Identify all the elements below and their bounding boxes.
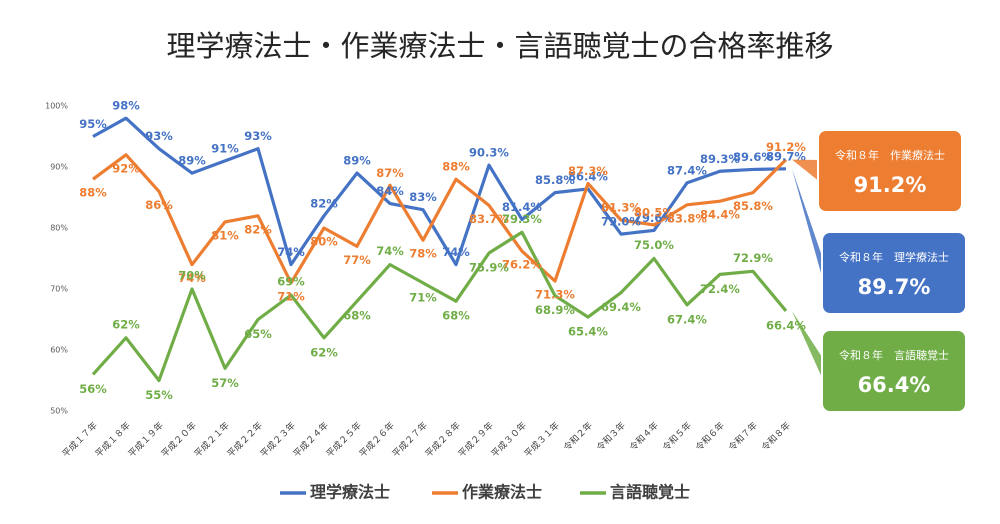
callout-box: [821, 329, 967, 413]
data-label: 68.9%: [535, 303, 575, 317]
data-label: 74%: [178, 271, 206, 285]
legend-item: 作業療法士: [432, 483, 542, 502]
data-label: 80%: [310, 235, 338, 249]
y-tick-label: 60%: [50, 346, 68, 355]
callout-value: 66.4%: [858, 373, 931, 397]
legend-item: 言語聴覚士: [580, 483, 690, 502]
data-label: 56%: [79, 382, 107, 396]
data-label: 81%: [211, 228, 239, 242]
data-label: 65.4%: [568, 325, 608, 339]
data-label: 65%: [244, 327, 272, 341]
data-label: 93%: [244, 129, 272, 143]
data-label: 87.4%: [667, 163, 707, 177]
callout: 令和８年 作業療法士 91.2%: [792, 129, 963, 213]
y-tick-label: 50%: [50, 407, 68, 416]
data-label: 85.8%: [535, 173, 575, 187]
callout-pointer: [792, 159, 820, 182]
y-tick-label: 80%: [50, 224, 68, 233]
data-label: 93%: [145, 129, 173, 143]
data-label: 81.3%: [601, 201, 641, 215]
y-tick-label: 70%: [50, 285, 68, 294]
series-line: [92, 116, 787, 267]
data-label: 85.8%: [733, 199, 773, 213]
data-label: 79.0%: [601, 215, 641, 229]
data-label: 69%: [277, 275, 305, 289]
data-label: 62%: [310, 345, 338, 359]
series-line: [91, 230, 788, 383]
data-label: 89%: [343, 154, 371, 168]
y-tick-label: 90%: [50, 163, 68, 172]
data-label: 74%: [277, 245, 305, 259]
data-label: 86%: [145, 198, 173, 212]
legend-label: 言語聴覚士: [610, 483, 690, 502]
data-label: 91.2%: [766, 140, 806, 154]
data-label: 74%: [442, 245, 470, 259]
data-label: 92%: [112, 161, 140, 175]
data-label: 82%: [310, 196, 338, 210]
data-label: 88%: [442, 160, 470, 174]
callout: 令和８年 言語聴覚士 66.4%: [792, 310, 967, 413]
data-label: 77%: [343, 253, 371, 267]
callout-box: [817, 129, 963, 213]
data-label: 71.3%: [535, 288, 575, 302]
y-tick-label: 100%: [45, 102, 68, 111]
data-label: 95%: [79, 117, 107, 131]
callout: 令和８年 理学療法士 89.7%: [792, 168, 967, 315]
data-label: 80.5%: [634, 205, 674, 219]
callout-pointer: [792, 168, 824, 284]
data-label: 75.9%: [469, 261, 509, 275]
chart-title: 理学療法士・作業療法士・言語聴覚士の合格率推移: [166, 29, 833, 63]
legend-item: 理学療法士: [280, 483, 390, 502]
data-label: 90.3%: [469, 146, 509, 160]
data-label: 71%: [277, 289, 305, 303]
series-line: [92, 153, 788, 285]
data-label: 75.0%: [634, 238, 674, 252]
callout-title: 令和８年 作業療法士: [835, 148, 945, 162]
data-label: 68%: [343, 309, 371, 323]
callout-value: 89.7%: [858, 275, 931, 299]
data-label: 89.3%: [700, 152, 740, 166]
callout-pointer: [792, 310, 824, 382]
data-label: 81.4%: [502, 200, 542, 214]
data-label: 87%: [376, 166, 404, 180]
data-label: 76.2%: [502, 258, 542, 272]
data-label: 86.4%: [568, 169, 608, 183]
data-label: 62%: [112, 317, 140, 331]
data-label: 83.7%: [469, 212, 509, 226]
data-label: 82%: [244, 222, 272, 236]
legend-label: 作業療法士: [462, 483, 542, 502]
data-label: 57%: [211, 376, 239, 390]
data-label: 89%: [178, 154, 206, 168]
data-label: 84%: [376, 184, 404, 198]
data-label: 88%: [79, 186, 107, 200]
data-label: 67.4%: [667, 312, 707, 326]
callout-value: 91.2%: [854, 173, 927, 197]
data-label: 78%: [409, 247, 437, 261]
legend-label: 理学療法士: [310, 483, 390, 502]
data-label: 68%: [442, 309, 470, 323]
data-label: 71%: [409, 290, 437, 304]
callout-title: 令和８年 言語聴覚士: [839, 348, 949, 362]
data-label: 98%: [112, 99, 140, 113]
data-label: 69.4%: [601, 300, 641, 314]
data-label: 84.4%: [700, 208, 740, 222]
data-label: 55%: [145, 388, 173, 402]
data-label: 89.6%: [733, 150, 773, 164]
data-label: 87.3%: [568, 164, 608, 178]
data-label: 83%: [409, 190, 437, 204]
data-label: 91%: [211, 141, 239, 155]
callout-title: 令和８年 理学療法士: [839, 250, 949, 264]
data-label: 79.3%: [502, 212, 542, 226]
data-label: 74%: [376, 244, 404, 258]
data-label: 70%: [178, 269, 206, 283]
data-label: 79.6%: [634, 211, 674, 225]
data-label: 66.4%: [766, 318, 806, 332]
data-label: 72.9%: [733, 251, 773, 265]
callout-box: [821, 231, 967, 315]
data-label: 83.8%: [667, 211, 707, 225]
data-label: 72.4%: [700, 282, 740, 296]
